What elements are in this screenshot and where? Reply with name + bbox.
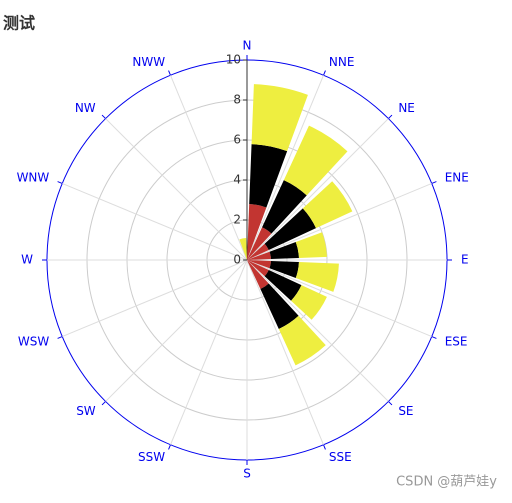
bar-segment	[302, 181, 353, 229]
bar-segment	[295, 262, 339, 292]
split-line	[105, 118, 248, 261]
bar-segment	[260, 283, 299, 330]
bar-segment	[269, 260, 299, 278]
angle-label: SW	[76, 404, 96, 418]
angle-tick	[388, 401, 393, 406]
bar-segment	[269, 242, 299, 260]
bar-segment	[291, 285, 327, 320]
bar-segment	[278, 315, 326, 366]
angle-label: ESE	[445, 334, 468, 348]
angle-tick	[101, 114, 106, 119]
watermark: CSDN @葫芦娃y	[396, 475, 497, 490]
split-line	[246, 259, 432, 337]
angle-label: SSW	[138, 450, 165, 464]
angle-label: WNW	[17, 171, 50, 185]
angle-tick	[57, 336, 63, 339]
bar-segment	[247, 260, 269, 277]
angle-label: WSW	[18, 334, 49, 348]
split-line	[246, 259, 324, 445]
bar-segment	[262, 180, 307, 234]
angle-tick	[57, 181, 63, 184]
split-line	[246, 183, 432, 261]
radius-tick-label: 8	[233, 93, 241, 107]
split-line	[105, 259, 248, 402]
radius-tick-label: 10	[226, 53, 241, 67]
radius-tick-label: 6	[233, 133, 241, 147]
angle-label: S	[243, 467, 251, 481]
bar-segment	[295, 232, 327, 258]
bar-segment	[247, 251, 271, 260]
angle-tick	[431, 336, 437, 339]
angle-label: NW	[75, 101, 96, 115]
angle-tick	[101, 401, 106, 406]
angle-label: SE	[398, 404, 413, 418]
angle-label: NNE	[329, 55, 355, 69]
angle-tick	[168, 444, 171, 450]
bar-segment	[249, 144, 288, 208]
bar-segment	[283, 125, 348, 196]
angle-label: SSE	[329, 450, 352, 464]
angle-tick	[388, 114, 393, 119]
bar-segment	[239, 238, 247, 260]
angle-label: ENE	[445, 171, 469, 185]
split-line	[62, 183, 248, 261]
split-line	[170, 75, 248, 261]
angle-tick	[323, 444, 326, 450]
angle-tick	[168, 70, 171, 76]
bar-segment	[247, 260, 269, 290]
split-line	[246, 118, 389, 261]
bar-segment	[247, 204, 267, 260]
split-line	[246, 75, 324, 261]
radius-tick-label: 0	[233, 253, 241, 267]
split-line	[170, 259, 248, 445]
bar-segment	[264, 208, 317, 250]
bar-segment	[251, 84, 308, 152]
bar-segment	[247, 227, 272, 260]
bar-segment	[264, 270, 302, 301]
chart-title: 测试	[3, 14, 35, 33]
angle-label: E	[461, 253, 469, 267]
angle-label: N	[243, 39, 252, 53]
angle-label: NWW	[132, 55, 165, 69]
split-line	[246, 259, 389, 402]
bar-segment	[247, 260, 271, 269]
angle-tick	[323, 70, 326, 76]
split-line	[62, 259, 248, 337]
angle-label: W	[21, 253, 33, 267]
angle-tick	[431, 181, 437, 184]
radius-tick-label: 4	[233, 173, 241, 187]
bar-segment	[247, 243, 269, 260]
angle-label: NE	[398, 101, 415, 115]
radius-tick-label: 2	[233, 213, 241, 227]
